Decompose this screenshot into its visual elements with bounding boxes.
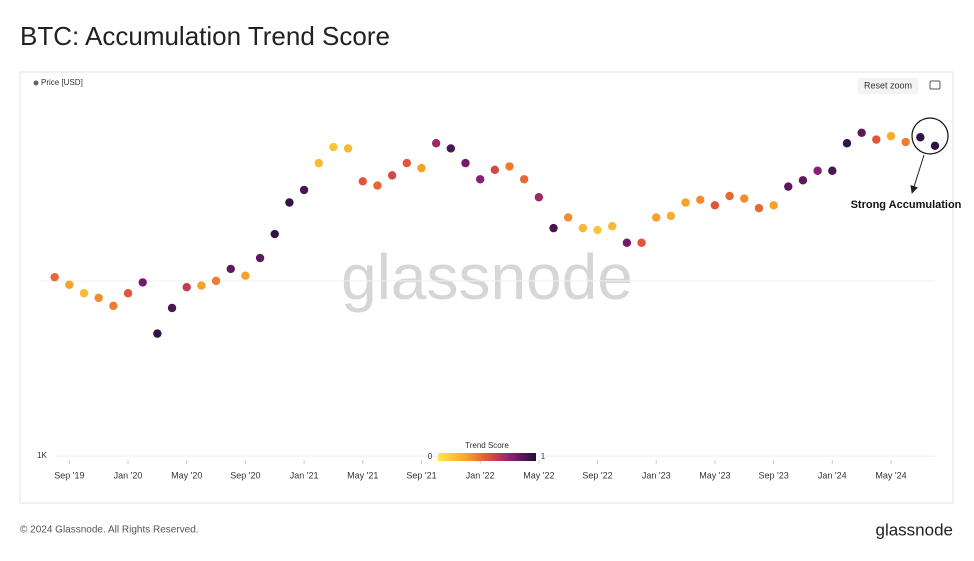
- price-dot: [65, 280, 74, 289]
- price-dot: [329, 142, 338, 152]
- price-dot: [696, 195, 705, 205]
- price-dot: [666, 211, 676, 221]
- price-dot: [138, 278, 147, 287]
- price-dot: [461, 158, 470, 168]
- price-dot: [50, 272, 59, 282]
- price-dot: [446, 144, 456, 153]
- annotation-circle: [911, 117, 949, 155]
- price-dot: [578, 223, 588, 233]
- colorbar: [438, 453, 536, 461]
- price-dot: [593, 225, 602, 235]
- price-dot: [681, 198, 690, 207]
- price-dot: [109, 301, 118, 311]
- chart-frame: [19, 71, 954, 504]
- price-dot: [255, 253, 265, 263]
- x-tick-label: May '20: [171, 470, 202, 480]
- price-dot: [417, 163, 426, 173]
- colorbar-title: Trend Score: [465, 441, 509, 450]
- price-dot: [740, 194, 749, 203]
- camera-icon[interactable]: [929, 80, 941, 90]
- price-dot: [930, 141, 940, 150]
- price-dot: [79, 289, 89, 298]
- annotation: Strong Accumulation: [851, 199, 962, 211]
- x-tick-label: Sep '22: [582, 470, 612, 480]
- x-tick-label: Jan '21: [290, 470, 319, 480]
- price-dot: [490, 165, 500, 175]
- price-dot: [637, 238, 646, 247]
- price-dot: [402, 158, 412, 168]
- price-dot: [652, 213, 661, 222]
- price-dot: [563, 213, 573, 222]
- reset-zoom-button[interactable]: [858, 78, 918, 94]
- price-dot: [182, 283, 191, 292]
- x-tick-label: Sep '21: [406, 470, 436, 480]
- price-dot: [901, 137, 910, 147]
- price-dot: [622, 238, 632, 247]
- price-dot: [123, 289, 133, 298]
- price-dot: [784, 182, 793, 191]
- price-dot: [549, 223, 558, 233]
- price-dot: [431, 139, 441, 148]
- legend-label: Price [USD]: [41, 78, 83, 87]
- logo: glassnode: [875, 520, 953, 539]
- plot: 1K Sep '19 Jan '20 May '20 Sep '20 Jan '21 May…: [37, 128, 940, 480]
- price-dot: [534, 193, 544, 202]
- price-dot: [608, 222, 617, 231]
- price-dot: [886, 131, 896, 141]
- price-dot: [857, 128, 866, 137]
- price-dot: [153, 329, 162, 338]
- x-tick-label: May '23: [699, 470, 730, 480]
- colorbar-min: 0: [428, 452, 433, 461]
- price-dot: [519, 175, 529, 184]
- price-dot: [725, 191, 734, 201]
- annotation-arrow: [910, 154, 925, 194]
- x-tick-label: Jan '20: [114, 470, 143, 480]
- price-dot: [270, 229, 279, 239]
- price-dot: [505, 162, 514, 171]
- price-dot: [916, 133, 925, 142]
- footer: © 2024 Glassnode. All Rights Reserved.: [20, 525, 199, 536]
- x-tick-label: Jan '24: [818, 470, 847, 480]
- legend-marker: [33, 80, 39, 86]
- price-dot: [211, 276, 221, 286]
- price-dot: [314, 158, 323, 168]
- price-dot: [167, 303, 177, 313]
- price-dot: [710, 201, 720, 210]
- reset-zoom-label[interactable]: Reset zoom: [864, 80, 912, 90]
- price-dot: [241, 271, 250, 280]
- x-tick-label: Jan '23: [642, 470, 671, 480]
- price-dot: [813, 166, 822, 175]
- price-dot: [197, 281, 206, 290]
- price-dot: [842, 139, 852, 148]
- x-tick-label: Sep '23: [758, 470, 788, 480]
- price-dot: [387, 171, 397, 180]
- x-tick-label: Jan '22: [466, 470, 495, 480]
- x-tick-label: Sep '19: [54, 470, 84, 480]
- price-dot: [94, 293, 103, 303]
- price-dot: [475, 175, 485, 184]
- x-tick-label: May '22: [523, 470, 554, 480]
- price-dot: [285, 198, 294, 207]
- x-tick-label: May '24: [875, 470, 906, 480]
- price-dot: [373, 181, 382, 190]
- price-dot: [828, 166, 837, 175]
- price-dot: [299, 185, 309, 195]
- price-dot: [343, 144, 353, 153]
- colorbar-max: 1: [541, 452, 546, 461]
- title: BTC: Accumulation Trend Score: [20, 21, 390, 51]
- x-tick-label: May '21: [347, 470, 378, 480]
- price-dot: [754, 203, 764, 213]
- price-dot: [769, 201, 778, 210]
- x-tick-label: Sep '20: [230, 470, 260, 480]
- y-tick-label: 1K: [37, 451, 47, 460]
- watermark: glassnode: [341, 241, 633, 313]
- price-dot: [226, 264, 235, 274]
- price-dot: [798, 176, 808, 185]
- price-dot: [872, 135, 881, 144]
- price-dot: [358, 177, 367, 186]
